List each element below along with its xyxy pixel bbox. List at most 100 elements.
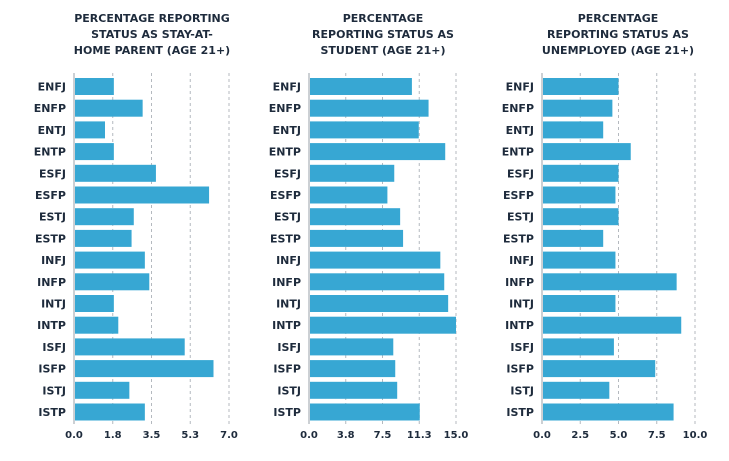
chart-1-bar-enfj <box>75 78 114 95</box>
chart-2-title-line: REPORTING STATUS AS <box>312 28 454 41</box>
chart-2-category-label: INTP <box>272 319 301 332</box>
chart-1-category-label: ISFJ <box>42 341 66 354</box>
chart-2-bar-intj <box>310 295 449 312</box>
chart-2-category-label: INFJ <box>276 254 301 267</box>
chart-1-bar-estp <box>75 229 132 247</box>
chart-1-bar-intj <box>75 295 114 312</box>
chart-1-category-label: ISTP <box>38 406 66 419</box>
chart-1-bar-entp <box>75 143 114 161</box>
chart-1-tick-label: 3.5 <box>143 430 161 441</box>
chart-2-category-label: ESFJ <box>274 167 301 180</box>
chart-1-bar-entj <box>75 121 105 139</box>
chart-2-bar-intp <box>310 316 456 334</box>
chart-3-category-label: INTP <box>505 319 534 332</box>
chart-3-category-label: ISFJ <box>510 341 534 354</box>
chart-1-bar-isfj <box>75 338 185 356</box>
chart-2-tick-label: 7.5 <box>374 430 392 441</box>
chart-2-category-label: ISFJ <box>277 341 301 354</box>
chart-3-bar-infj <box>543 251 616 269</box>
chart-1-category-label: INTP <box>37 319 66 332</box>
chart-1-category-label: ENTJ <box>38 124 66 137</box>
chart-3-tick-label: 7.5 <box>648 430 666 441</box>
chart-2-category-label: INTJ <box>276 298 301 311</box>
chart-1-bar-enfp <box>75 99 143 117</box>
chart-3-bar-entj <box>543 121 604 139</box>
chart-2-title-line: STUDENT (AGE 21+) <box>320 44 445 57</box>
chart-3-title-line: PERCENTAGE <box>578 12 659 25</box>
chart-1-category-label: ISTJ <box>42 384 66 397</box>
chart-2-tick-label: 3.8 <box>337 430 355 441</box>
chart-2-category-label: ESTJ <box>274 211 301 224</box>
chart-3-bar-isfp <box>543 360 656 378</box>
chart-1-category-label: INTJ <box>41 298 66 311</box>
chart-1-tick-label: 1.8 <box>104 430 122 441</box>
chart-2-category-label: ENFJ <box>273 81 301 94</box>
chart-3-title-line: REPORTING STATUS AS <box>547 28 689 41</box>
chart-3-category-label: INFJ <box>509 254 534 267</box>
chart-3-category-label: ISTJ <box>510 384 534 397</box>
chart-3-title-line: UNEMPLOYED (AGE 21+) <box>542 44 694 57</box>
chart-2-title-line: PERCENTAGE <box>343 12 424 25</box>
chart-3-category-label: ISFP <box>506 363 534 376</box>
chart-1-bar-istp <box>75 403 145 421</box>
chart-2-category-label: ENTP <box>269 146 301 159</box>
chart-3-bar-esfp <box>543 186 616 204</box>
chart-1-category-label: ISFP <box>38 363 66 376</box>
chart-2-category-label: ESTP <box>270 232 301 245</box>
chart-2-bar-estp <box>310 229 404 247</box>
chart-1-bar-istj <box>75 381 130 399</box>
chart-3-category-label: ENTJ <box>506 124 534 137</box>
chart-3-bar-infp <box>543 273 677 291</box>
chart-3-bar-estj <box>543 208 619 226</box>
chart-3-bar-estp <box>543 229 604 247</box>
chart-2-tick-label: 11.3 <box>407 430 432 441</box>
chart-1-category-label: ENFJ <box>38 81 66 94</box>
chart-1-category-label: ESTP <box>35 232 66 245</box>
chart-1-title-line: PERCENTAGE REPORTING <box>74 12 230 25</box>
chart-2-bar-enfj <box>310 78 412 95</box>
chart-1-category-label: ESTJ <box>39 211 66 224</box>
chart-3-bar-intp <box>543 316 682 334</box>
chart-2-category-label: ESFP <box>270 189 301 202</box>
chart-1-category-label: ESFP <box>35 189 66 202</box>
chart-1-bar-intp <box>75 316 119 334</box>
chart-1-tick-label: 5.3 <box>181 430 199 441</box>
chart-3-category-label: INFP <box>505 276 534 289</box>
chart-2-bar-entp <box>310 143 446 161</box>
chart-3-bar-esfj <box>543 164 619 182</box>
chart-2-bar-esfp <box>310 186 388 204</box>
chart-2-tick-label: 0.0 <box>300 430 318 441</box>
chart-3-category-label: ISTP <box>506 406 534 419</box>
chart-3-category-label: ENFJ <box>506 81 534 94</box>
chart-1-bar-estj <box>75 208 134 226</box>
chart-1-bar-infp <box>75 273 150 291</box>
chart-3-category-label: INTJ <box>509 298 534 311</box>
chart-3-category-label: ESTJ <box>507 211 534 224</box>
chart-1-bar-isfp <box>75 360 214 378</box>
chart-2-bar-estj <box>310 208 401 226</box>
chart-3-bar-entp <box>543 143 631 161</box>
chart-3-category-label: ESFP <box>503 189 534 202</box>
chart-2-category-label: ISTJ <box>277 384 301 397</box>
chart-2-bar-istp <box>310 403 420 421</box>
chart-1-bar-infj <box>75 251 145 269</box>
chart-1-title-line: HOME PARENT (AGE 21+) <box>74 44 230 57</box>
chart-1-category-label: INFJ <box>41 254 66 267</box>
chart-3-category-label: ESFJ <box>507 167 534 180</box>
chart-2-category-label: INFP <box>272 276 301 289</box>
chart-3-bar-enfj <box>543 78 619 95</box>
chart-2-category-label: ISFP <box>273 363 301 376</box>
chart-3-bar-intj <box>543 295 616 312</box>
chart-3-tick-label: 10.0 <box>683 430 708 441</box>
chart-3-category-label: ENFP <box>502 102 534 115</box>
chart-3-bar-isfj <box>543 338 614 356</box>
chart-2-bar-isfp <box>310 360 396 378</box>
chart-1-category-label: INFP <box>37 276 66 289</box>
chart-2-category-label: ENFP <box>269 102 301 115</box>
chart-3-bar-istp <box>543 403 674 421</box>
chart-3-bar-istj <box>543 381 610 399</box>
chart-2-bar-esfj <box>310 164 395 182</box>
chart-2-bar-istj <box>310 381 398 399</box>
chart-2-bar-isfj <box>310 338 394 356</box>
